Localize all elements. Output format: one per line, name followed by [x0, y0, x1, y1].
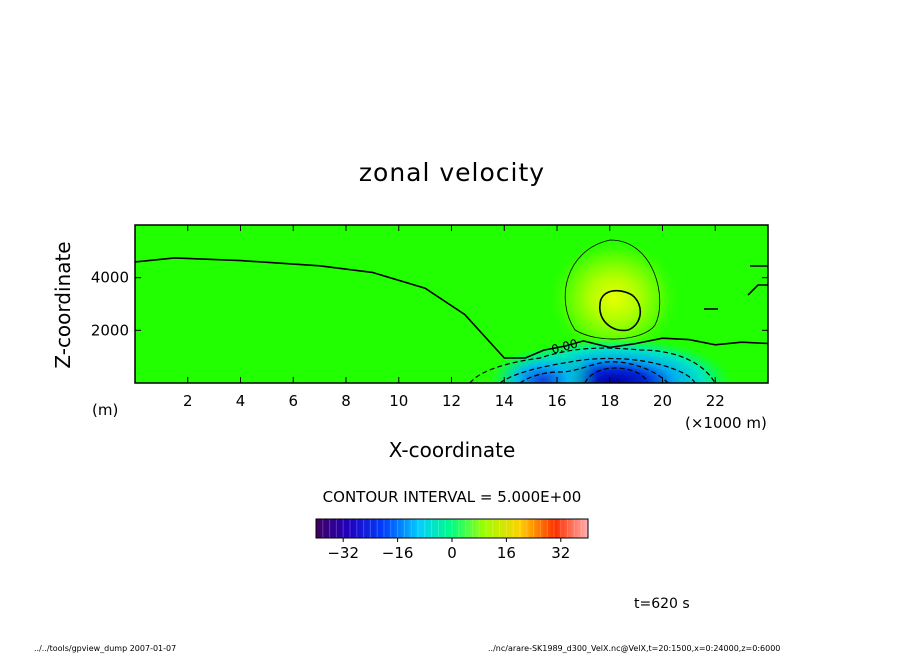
colorbar-ticks: −32 −16 0 16 32 [327, 538, 570, 562]
x-tick-label: 16 [547, 392, 566, 410]
y-tick-label: 2000 [91, 321, 129, 339]
axes: 2 4 6 8 10 12 14 16 18 20 22 2000 4000 [91, 225, 768, 410]
secondary-negative-region [488, 348, 598, 383]
x-tick-label: 14 [495, 392, 514, 410]
negative-contour-1 [469, 347, 716, 383]
x-tick-label: 20 [653, 392, 672, 410]
x-tick-label: 4 [236, 392, 246, 410]
x-tick-label: 8 [341, 392, 351, 410]
negative-contour-2 [499, 357, 696, 383]
y-unit-label: (m) [92, 401, 118, 419]
zero-contour [135, 257, 768, 359]
negative-contour-4 [584, 367, 649, 383]
x-unit-label: (×1000 m) [685, 414, 767, 432]
colorbar-ramp [316, 519, 588, 538]
colorbar-tick-label: −16 [382, 544, 414, 562]
x-tick-label: 2 [183, 392, 193, 410]
plot-area [135, 225, 768, 383]
colorbar-tick-label: 16 [497, 544, 516, 562]
positive-jet-region [546, 236, 682, 360]
colorbar-tick-label: −32 [327, 544, 359, 562]
inner-positive-contour [599, 289, 641, 332]
x-tick-label: 12 [442, 392, 461, 410]
time-label: t=620 s [634, 596, 690, 612]
x-tick-label: 10 [389, 392, 408, 410]
x-tick-label: 22 [706, 392, 725, 410]
zero-contour-label: 0.00 [550, 336, 579, 356]
chart-title: zonal velocity [359, 158, 545, 187]
footer-right: ../nc/arare-SK1989_d300_VelX.nc@VelX,t=2… [488, 644, 780, 653]
negative-contour-3 [519, 361, 669, 383]
colorbar-bands [322, 519, 582, 538]
outer-positive-contour [564, 239, 661, 340]
y-axis-label: Z-coordinate [51, 241, 75, 368]
footer-left: ../../tools/gpview_dump 2007-01-07 [34, 644, 176, 653]
y-tick-label: 4000 [91, 269, 129, 287]
small-contour-tick-2 [747, 284, 768, 296]
x-axis-label: X-coordinate [389, 438, 516, 462]
contour-interval-text: CONTOUR INTERVAL = 5.000E+00 [323, 488, 582, 506]
x-tick-label: 6 [288, 392, 298, 410]
colorbar-tick-label: 0 [447, 544, 457, 562]
x-tick-label: 18 [600, 392, 619, 410]
colorbar-tick-label: 32 [551, 544, 570, 562]
colorbar: −32 −16 0 16 32 [315, 518, 589, 562]
